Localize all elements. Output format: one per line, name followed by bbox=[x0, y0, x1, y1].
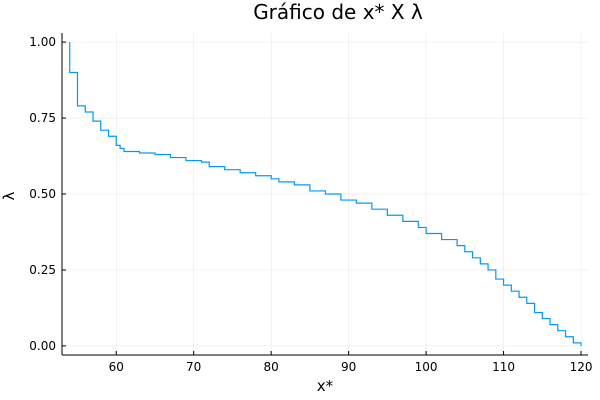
x-tick-label: 110 bbox=[492, 360, 515, 374]
x-tick-label: 90 bbox=[341, 360, 356, 374]
y-tick-label: 0.50 bbox=[29, 187, 56, 201]
x-tick-label: 70 bbox=[186, 360, 201, 374]
label-layer: Gráfico de x* X λ x* λ bbox=[0, 0, 423, 395]
y-tick-label: 0.75 bbox=[29, 111, 56, 125]
y-axis-label: λ bbox=[0, 191, 18, 200]
x-tick-label: 120 bbox=[570, 360, 593, 374]
x-tick-label: 100 bbox=[415, 360, 438, 374]
y-tick-label: 1.00 bbox=[29, 35, 56, 49]
grid-layer bbox=[62, 33, 588, 355]
y-tick-label: 0.00 bbox=[29, 339, 56, 353]
x-tick-label: 60 bbox=[109, 360, 124, 374]
chart-title: Gráfico de x* X λ bbox=[253, 0, 423, 24]
axis-layer: 60 70 80 90 100 110 120 0.00 0.25 0.50 0.75 1.00 bbox=[29, 33, 592, 374]
x-axis-label: x* bbox=[317, 377, 334, 395]
x-tick-label: 80 bbox=[264, 360, 279, 374]
series-layer bbox=[69, 42, 582, 346]
y-tick-label: 0.25 bbox=[29, 263, 56, 277]
series-line bbox=[69, 42, 582, 346]
